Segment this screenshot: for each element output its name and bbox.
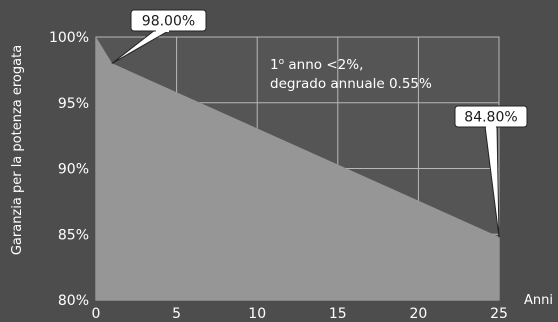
y-tick-label-2: 90% <box>58 162 89 178</box>
x-tick-label-5: 25 <box>490 306 508 322</box>
x-tick-label-2: 10 <box>248 306 266 322</box>
x-tick-label-0: 0 <box>92 306 101 322</box>
callout-label-0: 98.00% <box>142 14 195 30</box>
y-tick-label-1: 85% <box>58 227 89 243</box>
callout-0: 98.00% <box>111 9 207 64</box>
x-tick-label-4: 20 <box>409 306 427 322</box>
x-axis-title: Anni <box>524 293 553 308</box>
x-tick-label-3: 15 <box>329 306 347 322</box>
y-tick-label-3: 95% <box>58 96 89 112</box>
x-tick-labels: 0 5 10 15 20 25 <box>92 306 508 322</box>
y-axis-title: Garanzia per la potenza erogata <box>10 45 25 255</box>
callouts: 98.00% 84.80% <box>111 9 528 238</box>
y-tick-label-0: 80% <box>58 293 89 309</box>
x-tick-label-1: 5 <box>172 306 181 322</box>
degradation-annotation: 1o anno <2%, degrado annuale 0.55% <box>270 57 432 92</box>
y-tick-labels: 80% 85% 90% 95% 100% <box>49 30 89 309</box>
callout-1: 84.80% <box>454 105 528 238</box>
annotation-line-1: 1o anno <2%, <box>270 57 363 73</box>
warranty-area <box>96 37 499 300</box>
annotation-line-2: degrado annuale 0.55% <box>270 76 432 92</box>
callout-label-1: 84.80% <box>464 110 517 126</box>
y-tick-label-4: 100% <box>49 30 89 46</box>
